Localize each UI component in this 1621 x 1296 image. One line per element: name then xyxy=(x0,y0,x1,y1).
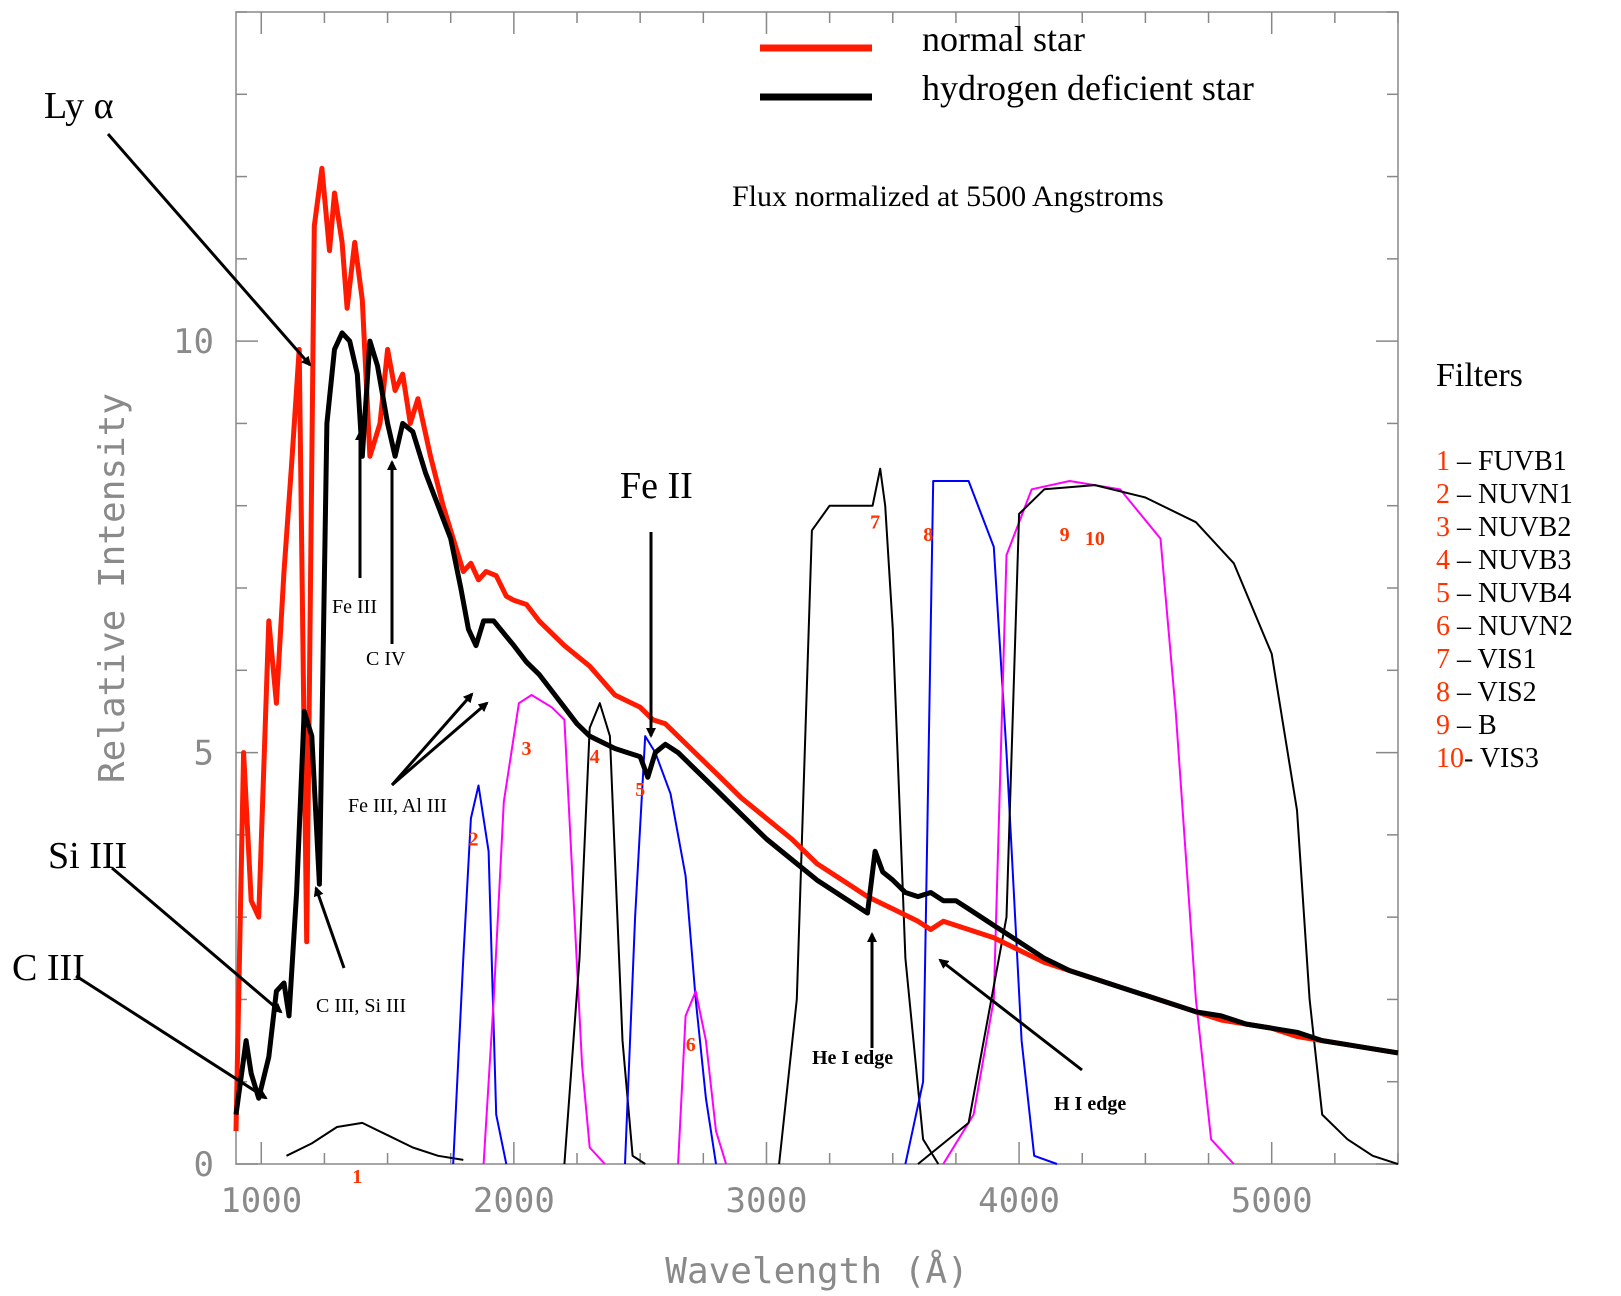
filter-curve-label-2: 2 xyxy=(469,828,479,850)
x-tick-label: 1000 xyxy=(220,1181,302,1221)
filter-list-number: 9 xyxy=(1436,710,1450,741)
filter-curve-5 xyxy=(624,735,717,1165)
filter-list-item: 9 – B xyxy=(1436,710,1497,741)
filter-list-number: 8 xyxy=(1436,677,1450,708)
filter-list-item: 1 – FUVB1 xyxy=(1436,446,1567,477)
filter-list-number: 5 xyxy=(1436,578,1450,609)
filter-curve-label-6: 6 xyxy=(686,1034,696,1056)
filter-curve-label-7: 7 xyxy=(870,512,880,534)
filter-curve-2 xyxy=(452,784,508,1165)
filter-curve-4 xyxy=(563,702,646,1165)
label-ly-alpha: Ly α xyxy=(44,85,114,127)
filter-curve-9 xyxy=(942,480,1235,1165)
arrow-si-iii xyxy=(111,866,283,1014)
series-line-normal-star xyxy=(233,165,1399,1132)
axis-ticks xyxy=(236,11,1399,1165)
label-c-iii: C III xyxy=(12,947,85,989)
x-tick-label: 2000 xyxy=(473,1181,555,1221)
filter-list-name: – FUVB1 xyxy=(1450,446,1567,477)
label-c-iv: C IV xyxy=(366,648,406,670)
legend: normal star hydrogen deficient star xyxy=(760,19,1254,108)
filter-curve-3 xyxy=(482,694,606,1165)
filter-list-number: 1 xyxy=(1436,446,1450,477)
filter-list-name: - VIS3 xyxy=(1464,743,1539,774)
filter-list-item: 4 – NUVB3 xyxy=(1436,545,1571,576)
annotation-arrows xyxy=(75,133,1083,1100)
filter-curve-label-9: 9 xyxy=(1060,524,1070,546)
label-fe-iii-al-iii: Fe III, Al III xyxy=(348,795,447,817)
filter-curve-label-4: 4 xyxy=(590,746,600,768)
filter-list-item: 3 – NUVB2 xyxy=(1436,512,1571,543)
label-c-iii-si-iii: C III, Si III xyxy=(316,995,406,1017)
label-h-i-edge: H I edge xyxy=(1054,1093,1126,1115)
filter-curve-8 xyxy=(904,480,1058,1165)
legend-label-hydrogen-deficient-star: hydrogen deficient star xyxy=(922,68,1254,108)
filter-curve-label-1: 1 xyxy=(352,1166,362,1188)
x-tick-label: 3000 xyxy=(726,1181,808,1221)
x-axis-label: Wavelength (Å) xyxy=(665,1249,968,1292)
filter-list-item: 6 – NUVN2 xyxy=(1436,611,1573,642)
filter-list-name: – NUVN1 xyxy=(1450,479,1573,510)
y-axis-label: Relative Intensity xyxy=(92,393,133,783)
label-si-iii: Si III xyxy=(48,835,127,877)
filter-curve-label-10: 10 xyxy=(1085,528,1105,550)
filter-curve-7 xyxy=(778,467,940,1165)
filter-curve-label-8: 8 xyxy=(923,524,933,546)
filter-curve-10 xyxy=(917,484,1399,1165)
filter-list-number: 4 xyxy=(1436,545,1450,576)
filter-list-name: – VIS2 xyxy=(1450,677,1537,708)
filter-curves xyxy=(286,467,1399,1165)
y-tick-label: 10 xyxy=(173,322,214,362)
filter-list-number: 2 xyxy=(1436,479,1450,510)
spectra-series xyxy=(233,165,1399,1132)
filter-list-name: – VIS1 xyxy=(1450,644,1537,675)
series-line-hydrogen-deficient-star xyxy=(233,330,1399,1115)
arrow-c-iii xyxy=(75,974,268,1100)
axis-tick-labels: 1000 2000 3000 4000 5000 0 5 10 xyxy=(173,322,1313,1221)
filter-list-number: 6 xyxy=(1436,611,1450,642)
filter-curve-labels: 1 2 3 4 5 6 7 8 9 10 xyxy=(352,512,1105,1188)
filter-list-name: – NUVB3 xyxy=(1450,545,1571,576)
legend-label-normal-star: normal star xyxy=(922,19,1085,59)
arrow-ly-alpha xyxy=(106,133,312,367)
filter-list-item: 10- VIS3 xyxy=(1436,743,1539,774)
arrow-c-iii-si-iii xyxy=(313,886,346,969)
x-tick-label: 5000 xyxy=(1231,1181,1313,1221)
filter-list-number: 10 xyxy=(1436,743,1464,774)
y-tick-label: 0 xyxy=(194,1145,214,1185)
arrow-fe-al-iii-b xyxy=(391,701,489,787)
filter-curve-label-3: 3 xyxy=(522,738,532,760)
filter-list-item: 5 – NUVB4 xyxy=(1436,578,1571,609)
label-fe-iii: Fe III xyxy=(332,596,377,618)
filter-list-item: 2 – NUVN1 xyxy=(1436,479,1573,510)
filter-list-name: – NUVN2 xyxy=(1450,611,1573,642)
filter-list-item: 8 – VIS2 xyxy=(1436,677,1537,708)
filter-list-item: 7 – VIS1 xyxy=(1436,644,1537,675)
x-tick-label: 4000 xyxy=(978,1181,1060,1221)
filters-heading: Filters xyxy=(1436,357,1523,394)
filter-curve-1 xyxy=(286,1121,464,1161)
filter-list-name: – B xyxy=(1450,710,1497,741)
label-he-i-edge: He I edge xyxy=(812,1047,893,1069)
filter-curve-6 xyxy=(677,990,728,1165)
filter-list-number: 3 xyxy=(1436,512,1450,543)
filter-list-name: – NUVB2 xyxy=(1450,512,1571,543)
filter-curve-label-5: 5 xyxy=(635,779,645,801)
arrow-h-i-edge xyxy=(938,958,1083,1072)
arrow-fe-al-iii-a xyxy=(390,692,474,786)
filter-list-number: 7 xyxy=(1436,644,1450,675)
label-fe-ii: Fe II xyxy=(620,465,693,507)
filter-list-name: – NUVB4 xyxy=(1450,578,1571,609)
annotation-labels: Ly α Fe III C IV Fe II Fe III, Al III Si… xyxy=(12,85,1126,1115)
normalization-note: Flux normalized at 5500 Angstroms xyxy=(732,180,1164,213)
y-tick-label: 5 xyxy=(194,734,214,774)
